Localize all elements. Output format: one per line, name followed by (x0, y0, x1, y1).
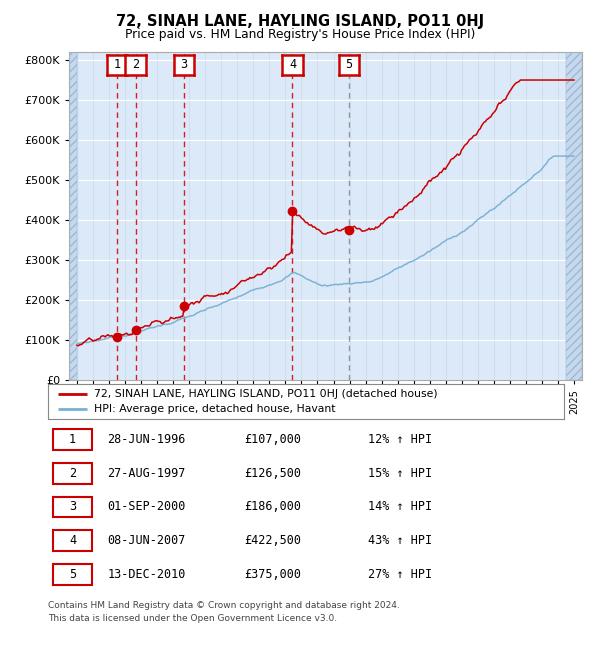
Text: 4: 4 (69, 534, 76, 547)
Text: 72, SINAH LANE, HAYLING ISLAND, PO11 0HJ (detached house): 72, SINAH LANE, HAYLING ISLAND, PO11 0HJ… (94, 389, 438, 398)
FancyBboxPatch shape (53, 463, 92, 484)
Text: 27% ↑ HPI: 27% ↑ HPI (368, 568, 432, 581)
Text: 72, SINAH LANE, HAYLING ISLAND, PO11 0HJ: 72, SINAH LANE, HAYLING ISLAND, PO11 0HJ (116, 14, 484, 29)
Text: £186,000: £186,000 (244, 500, 301, 514)
FancyBboxPatch shape (53, 530, 92, 551)
Text: 43% ↑ HPI: 43% ↑ HPI (368, 534, 432, 547)
Text: £107,000: £107,000 (244, 433, 301, 446)
Text: 15% ↑ HPI: 15% ↑ HPI (368, 467, 432, 480)
Text: 5: 5 (345, 58, 352, 72)
Text: Contains HM Land Registry data © Crown copyright and database right 2024.
This d: Contains HM Land Registry data © Crown c… (48, 601, 400, 623)
Text: Price paid vs. HM Land Registry's House Price Index (HPI): Price paid vs. HM Land Registry's House … (125, 28, 475, 41)
Text: 2: 2 (69, 467, 76, 480)
Text: HPI: Average price, detached house, Havant: HPI: Average price, detached house, Hava… (94, 404, 336, 414)
Text: 08-JUN-2007: 08-JUN-2007 (107, 534, 186, 547)
FancyBboxPatch shape (53, 564, 92, 585)
Text: 28-JUN-1996: 28-JUN-1996 (107, 433, 186, 446)
Text: 3: 3 (69, 500, 76, 514)
Text: 1: 1 (113, 58, 121, 72)
Text: 01-SEP-2000: 01-SEP-2000 (107, 500, 186, 514)
Text: 2: 2 (132, 58, 139, 72)
FancyBboxPatch shape (53, 429, 92, 450)
Text: 4: 4 (289, 58, 296, 72)
Text: £126,500: £126,500 (244, 467, 301, 480)
Text: 1: 1 (69, 433, 76, 446)
Text: £375,000: £375,000 (244, 568, 301, 581)
Text: 27-AUG-1997: 27-AUG-1997 (107, 467, 186, 480)
Text: 3: 3 (181, 58, 188, 72)
Text: 5: 5 (69, 568, 76, 581)
Text: 14% ↑ HPI: 14% ↑ HPI (368, 500, 432, 514)
Text: 13-DEC-2010: 13-DEC-2010 (107, 568, 186, 581)
Text: £422,500: £422,500 (244, 534, 301, 547)
FancyBboxPatch shape (53, 497, 92, 517)
Text: 12% ↑ HPI: 12% ↑ HPI (368, 433, 432, 446)
